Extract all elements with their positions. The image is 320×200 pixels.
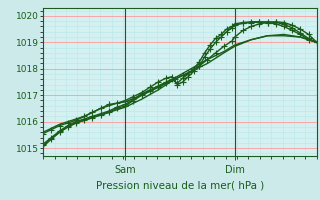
X-axis label: Pression niveau de la mer( hPa ): Pression niveau de la mer( hPa ) [96,181,264,191]
